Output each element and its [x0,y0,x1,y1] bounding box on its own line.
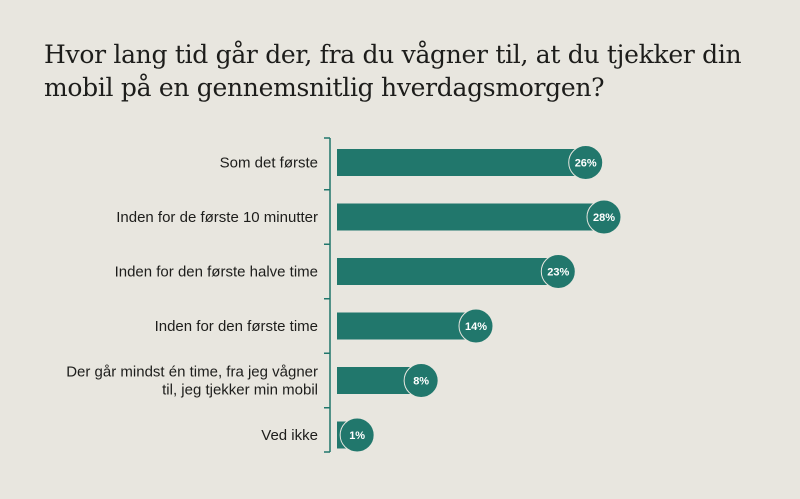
bar [337,149,575,176]
category-label-line: Der går mindst én time, fra jeg vågner [66,364,318,381]
bar [337,367,411,394]
category-label: Inden for den første time [155,318,318,335]
value-label: 8% [413,376,429,388]
value-badge [568,145,604,180]
value-label: 23% [547,267,569,279]
category-label: Som det første [220,155,318,172]
category-label-line: til, jeg tjekker min mobil [162,382,318,399]
category-label: Inden for de første 10 minutter [116,209,318,226]
category-label-line: Inden for de første 10 minutter [116,209,318,226]
value-badge [458,308,494,344]
value-badge [403,363,439,398]
value-label: 28% [593,212,615,224]
value-label: 1% [349,430,365,442]
category-label: Inden for den første halve time [115,264,318,281]
value-badge [586,199,622,235]
category-label: Der går mindst én time, fra jeg vågner ti… [66,364,318,399]
category-label-line: Inden for den første time [155,318,318,335]
value-label: 26% [575,158,597,170]
value-label: 14% [465,321,487,333]
category-label-line: Inden for den første halve time [115,264,318,281]
bar [337,312,465,340]
value-badge [339,417,375,453]
bar [337,258,548,285]
bar [337,203,593,231]
category-label-line: Ved ikke [261,427,318,444]
chart-title: Hvor lang tid går der, fra du vågner til… [44,40,742,102]
value-badge [540,254,576,289]
category-label: Ved ikke [261,427,318,444]
category-label-line: Som det første [220,155,318,172]
